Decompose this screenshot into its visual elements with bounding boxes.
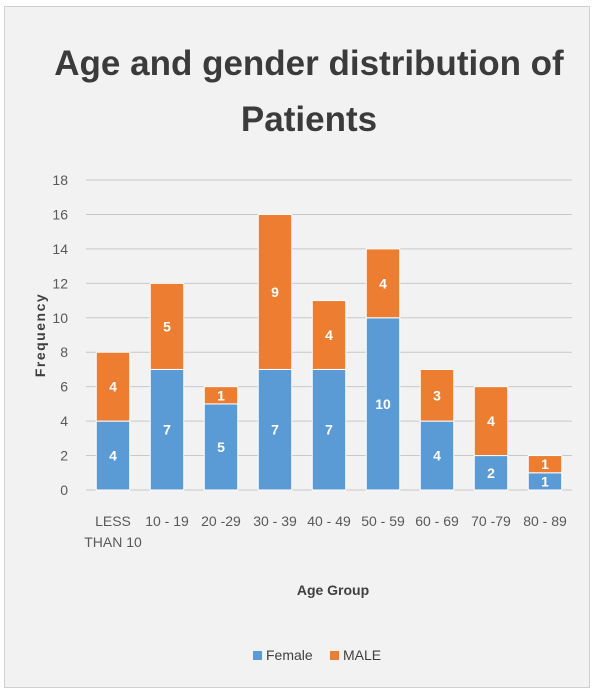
data-label: 7 [163, 422, 171, 438]
data-label: 1 [541, 456, 549, 472]
chart-title-line: Age and gender distribution of [54, 44, 564, 83]
chart-title: Age and gender distribution of Patients [54, 44, 564, 139]
chart-title-line: Patients [241, 100, 377, 139]
bar-female [365, 317, 401, 491]
legend-swatch-female [253, 651, 262, 660]
y-tick-label: 4 [60, 413, 68, 429]
bar-female [95, 420, 131, 491]
bar-female [311, 368, 347, 491]
x-tick-label: 70 -79 [471, 513, 511, 529]
y-tick-label: 2 [60, 448, 68, 464]
data-label: 5 [217, 439, 225, 455]
x-tick-label: THAN 10 [84, 534, 142, 550]
y-axis-ticks: 0 2 4 6 8 10 12 14 16 18 [52, 172, 68, 498]
data-label: 4 [325, 327, 333, 343]
y-tick-label: 8 [60, 344, 68, 360]
x-tick-label: 50 - 59 [361, 513, 405, 529]
data-label: 4 [433, 448, 441, 464]
bar-male [95, 351, 131, 422]
y-tick-label: 16 [52, 206, 68, 222]
data-label: 7 [325, 422, 333, 438]
bar-male [149, 282, 185, 370]
bar-female [419, 420, 455, 491]
legend: Female MALE [253, 647, 381, 663]
data-label: 3 [433, 387, 441, 403]
data-label: 1 [541, 473, 549, 489]
data-label: 4 [379, 275, 387, 291]
x-tick-label: 80 - 89 [523, 513, 567, 529]
y-tick-label: 14 [52, 241, 68, 257]
y-axis-title: Frequency [32, 293, 48, 377]
y-tick-label: 18 [52, 172, 68, 188]
bar-female [149, 368, 185, 491]
bar-male [419, 368, 455, 422]
data-label: 2 [487, 465, 495, 481]
data-label: 4 [109, 379, 117, 395]
y-tick-label: 12 [52, 275, 68, 291]
y-tick-label: 6 [60, 379, 68, 395]
data-label: 9 [271, 284, 279, 300]
chart-frame [4, 6, 590, 688]
data-label: 4 [487, 413, 495, 429]
axis-titles: Age Group Frequency [32, 293, 369, 598]
legend-label-male: MALE [343, 647, 381, 663]
x-tick-label: 60 - 69 [415, 513, 459, 529]
data-label: 1 [217, 387, 225, 403]
bar-female [203, 403, 239, 491]
legend-label-female: Female [266, 647, 313, 663]
bar-male [473, 386, 509, 457]
data-label: 10 [375, 396, 391, 412]
x-tick-label: 20 -29 [201, 513, 241, 529]
x-tick-label: 30 - 39 [253, 513, 297, 529]
x-tick-label: LESS [95, 513, 131, 529]
bar-male [203, 386, 239, 405]
y-tick-label: 0 [60, 482, 68, 498]
x-tick-label: 40 - 49 [307, 513, 351, 529]
data-label: 5 [163, 318, 171, 334]
bar-male [257, 213, 293, 370]
x-tick-label: 10 - 19 [145, 513, 189, 529]
data-label: 7 [271, 422, 279, 438]
x-axis-title: Age Group [297, 582, 369, 598]
bar-male [365, 248, 401, 319]
legend-swatch-male [330, 651, 339, 660]
data-label: 4 [109, 448, 117, 464]
bar-male [527, 455, 563, 474]
y-tick-label: 10 [52, 310, 68, 326]
bar-male [311, 300, 347, 370]
